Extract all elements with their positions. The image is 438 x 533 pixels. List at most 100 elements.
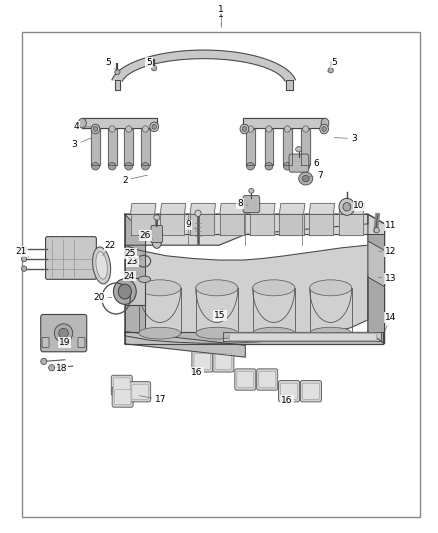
Text: 15: 15 bbox=[214, 309, 226, 320]
Polygon shape bbox=[220, 214, 244, 235]
Ellipse shape bbox=[139, 327, 181, 339]
Polygon shape bbox=[115, 80, 120, 90]
Polygon shape bbox=[229, 333, 376, 340]
FancyBboxPatch shape bbox=[300, 381, 321, 402]
Text: 14: 14 bbox=[385, 313, 396, 330]
Polygon shape bbox=[108, 129, 117, 165]
Text: 17: 17 bbox=[139, 395, 167, 404]
Text: 21: 21 bbox=[15, 247, 28, 257]
FancyBboxPatch shape bbox=[192, 351, 213, 372]
Ellipse shape bbox=[253, 280, 295, 296]
Text: 18: 18 bbox=[56, 362, 67, 373]
Text: 9: 9 bbox=[185, 221, 197, 230]
FancyBboxPatch shape bbox=[46, 237, 96, 279]
FancyBboxPatch shape bbox=[259, 372, 276, 387]
FancyBboxPatch shape bbox=[237, 372, 254, 387]
FancyBboxPatch shape bbox=[78, 337, 85, 348]
Ellipse shape bbox=[374, 228, 379, 233]
Ellipse shape bbox=[339, 198, 355, 215]
Ellipse shape bbox=[240, 124, 249, 134]
FancyBboxPatch shape bbox=[257, 369, 278, 390]
Polygon shape bbox=[131, 214, 155, 235]
FancyBboxPatch shape bbox=[243, 196, 260, 213]
Ellipse shape bbox=[78, 118, 86, 128]
Ellipse shape bbox=[154, 215, 160, 220]
Ellipse shape bbox=[21, 256, 27, 262]
Ellipse shape bbox=[126, 126, 132, 132]
Ellipse shape bbox=[92, 247, 111, 284]
FancyBboxPatch shape bbox=[279, 381, 300, 402]
FancyBboxPatch shape bbox=[303, 383, 319, 399]
FancyBboxPatch shape bbox=[132, 384, 148, 399]
Polygon shape bbox=[223, 332, 381, 341]
Ellipse shape bbox=[49, 365, 55, 371]
Polygon shape bbox=[309, 214, 333, 235]
Ellipse shape bbox=[108, 163, 116, 170]
Ellipse shape bbox=[152, 124, 156, 130]
Polygon shape bbox=[125, 214, 368, 245]
Polygon shape bbox=[301, 129, 310, 165]
Ellipse shape bbox=[118, 284, 131, 299]
Ellipse shape bbox=[266, 126, 272, 132]
FancyBboxPatch shape bbox=[130, 382, 151, 402]
Text: 13: 13 bbox=[378, 274, 396, 282]
Ellipse shape bbox=[54, 324, 73, 342]
Text: 16: 16 bbox=[281, 395, 293, 405]
Ellipse shape bbox=[343, 203, 351, 211]
Polygon shape bbox=[243, 118, 325, 128]
Polygon shape bbox=[286, 80, 293, 90]
Ellipse shape bbox=[284, 126, 290, 132]
Polygon shape bbox=[190, 204, 215, 214]
Polygon shape bbox=[250, 214, 274, 235]
Text: 24: 24 bbox=[124, 272, 140, 280]
Text: 5: 5 bbox=[146, 59, 152, 69]
Text: 26: 26 bbox=[140, 231, 153, 240]
Ellipse shape bbox=[92, 126, 99, 132]
Polygon shape bbox=[131, 204, 156, 214]
Ellipse shape bbox=[265, 163, 273, 170]
FancyBboxPatch shape bbox=[215, 353, 232, 369]
Ellipse shape bbox=[59, 328, 68, 338]
Ellipse shape bbox=[142, 126, 148, 132]
FancyBboxPatch shape bbox=[281, 383, 297, 399]
Ellipse shape bbox=[195, 210, 201, 216]
Polygon shape bbox=[82, 118, 157, 128]
Text: 3: 3 bbox=[334, 134, 357, 143]
FancyBboxPatch shape bbox=[289, 154, 309, 172]
Text: 10: 10 bbox=[349, 201, 365, 210]
Ellipse shape bbox=[152, 233, 162, 248]
Ellipse shape bbox=[299, 172, 313, 185]
Text: 5: 5 bbox=[106, 59, 117, 71]
Polygon shape bbox=[279, 214, 304, 235]
Text: 22: 22 bbox=[102, 241, 116, 256]
Ellipse shape bbox=[41, 358, 47, 365]
Text: 3: 3 bbox=[71, 138, 91, 149]
Polygon shape bbox=[112, 50, 295, 81]
Text: 5: 5 bbox=[328, 59, 337, 71]
Ellipse shape bbox=[310, 280, 352, 296]
Ellipse shape bbox=[247, 163, 254, 170]
Text: 1: 1 bbox=[218, 11, 224, 25]
Polygon shape bbox=[125, 214, 385, 235]
FancyBboxPatch shape bbox=[235, 369, 256, 390]
Polygon shape bbox=[339, 204, 364, 214]
Polygon shape bbox=[125, 245, 368, 343]
Polygon shape bbox=[190, 214, 214, 235]
Text: 25: 25 bbox=[125, 249, 141, 260]
Text: 1: 1 bbox=[218, 5, 224, 14]
Text: 7: 7 bbox=[309, 172, 323, 180]
Ellipse shape bbox=[139, 280, 181, 296]
Ellipse shape bbox=[152, 66, 157, 71]
Text: 16: 16 bbox=[191, 368, 203, 376]
Ellipse shape bbox=[196, 327, 238, 339]
Polygon shape bbox=[125, 214, 145, 332]
Ellipse shape bbox=[21, 247, 27, 252]
Ellipse shape bbox=[92, 163, 99, 170]
Ellipse shape bbox=[283, 163, 291, 170]
Polygon shape bbox=[279, 204, 305, 214]
FancyBboxPatch shape bbox=[213, 351, 234, 372]
Ellipse shape bbox=[320, 124, 328, 134]
FancyBboxPatch shape bbox=[42, 337, 49, 348]
Ellipse shape bbox=[93, 126, 98, 132]
Polygon shape bbox=[220, 204, 245, 214]
